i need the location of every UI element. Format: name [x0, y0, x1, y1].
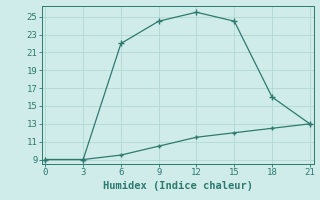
- X-axis label: Humidex (Indice chaleur): Humidex (Indice chaleur): [103, 181, 252, 191]
